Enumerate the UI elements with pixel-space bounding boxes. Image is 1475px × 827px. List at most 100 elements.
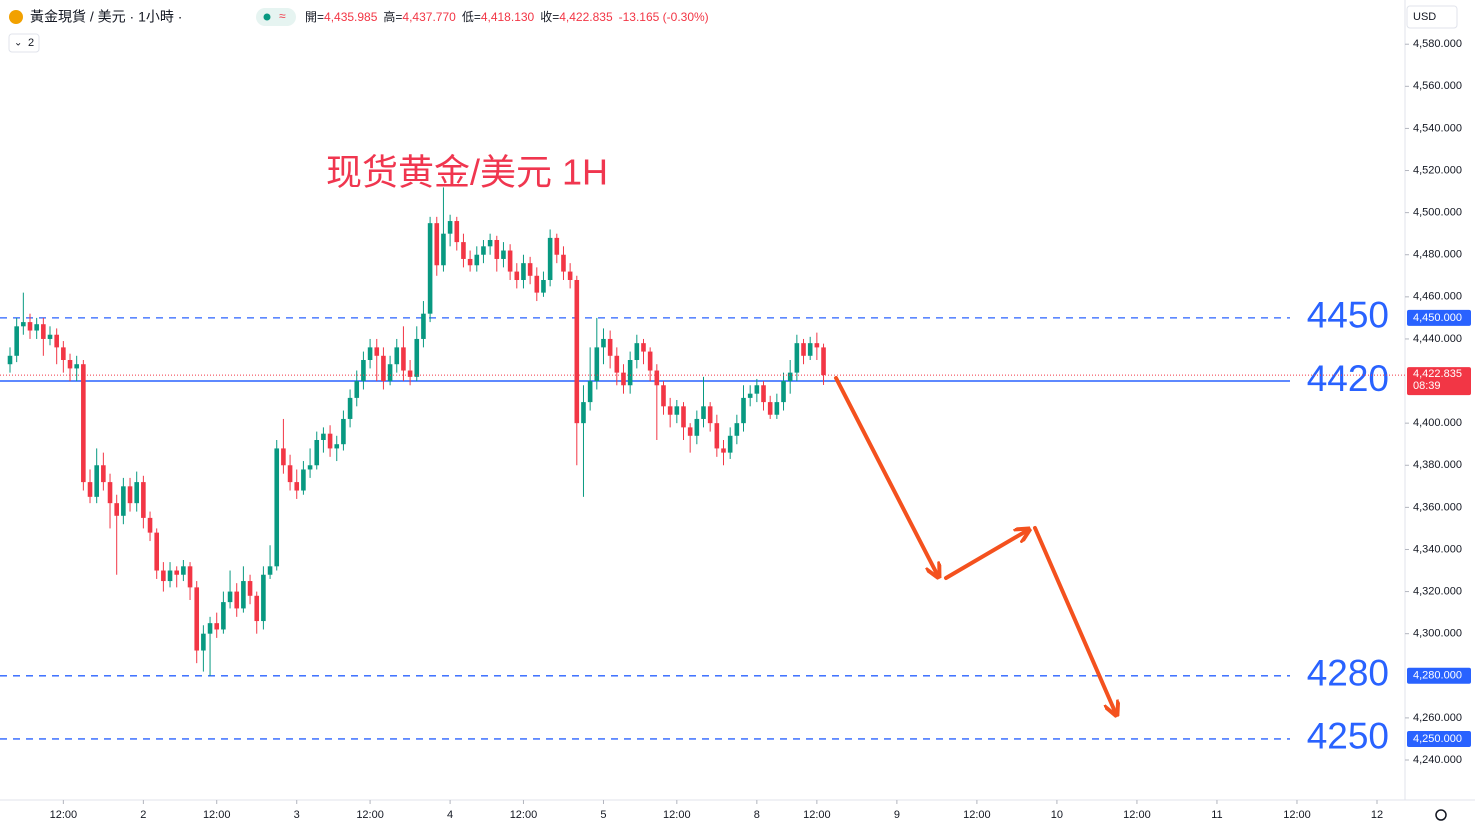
candle-body — [381, 355, 386, 382]
x-tick-label: 9 — [894, 809, 900, 821]
level-label: 4250 — [1307, 716, 1389, 757]
candle-body — [181, 566, 186, 575]
x-tick-label: 12:00 — [1283, 809, 1311, 821]
candle-body — [227, 591, 233, 603]
level-badge — [1407, 309, 1471, 326]
y-tick-label: 4,380.000 — [1413, 459, 1462, 471]
candle-body — [461, 242, 466, 259]
x-tick-label: 12:00 — [963, 809, 991, 821]
candle-body — [161, 570, 166, 582]
candle-body — [487, 240, 493, 247]
candle-body — [141, 482, 146, 518]
candle-body — [821, 347, 826, 376]
y-tick-label: 4,340.000 — [1413, 543, 1462, 555]
change: -13.165 (-0.30%) — [619, 10, 709, 24]
candle-body — [541, 280, 546, 293]
y-tick-label: 4,520.000 — [1413, 164, 1462, 176]
candle-body — [561, 254, 566, 272]
candle-body — [21, 322, 26, 327]
arrow — [1033, 526, 1116, 714]
y-tick-label: 4,400.000 — [1413, 417, 1462, 429]
candle-body — [654, 370, 660, 386]
candle-body — [447, 221, 453, 234]
arrow — [834, 376, 938, 576]
candle-body — [67, 360, 73, 369]
candle-body — [214, 623, 220, 630]
candle-body — [534, 275, 540, 293]
x-tick-label: 12:00 — [50, 809, 78, 821]
candle-body — [427, 223, 433, 314]
candle-body — [294, 482, 300, 491]
ohlc-value: 4,435.985 — [324, 10, 378, 24]
x-tick-label: 8 — [754, 809, 760, 821]
level-badge-label: 4,250.000 — [1413, 733, 1462, 745]
candle-body — [241, 581, 246, 609]
candle-body — [441, 233, 446, 266]
candle-body — [707, 406, 713, 424]
candle-body — [601, 338, 606, 348]
candle-body — [154, 532, 160, 571]
candle-body — [647, 351, 653, 371]
candle-body — [607, 338, 613, 356]
candle-body — [467, 258, 473, 266]
layers-button[interactable] — [8, 33, 40, 53]
last-price-label: 4,422.835 — [1413, 368, 1462, 380]
ohlc-value: 4,437.770 — [402, 10, 456, 24]
arrows — [834, 376, 1116, 714]
candle-body — [581, 402, 586, 424]
y-tick-label: 4,300.000 — [1413, 628, 1462, 640]
x-tick-label: 10 — [1051, 809, 1063, 821]
y-tick-label: 4,360.000 — [1413, 501, 1462, 513]
y-tick-label: 4,260.000 — [1413, 712, 1462, 724]
ohlc-label: 開= — [305, 10, 324, 24]
candle-body — [307, 465, 313, 470]
candle-body — [121, 486, 126, 516]
candle-body — [81, 364, 86, 483]
candle-body — [74, 364, 79, 369]
candle-body — [234, 591, 240, 609]
status-dot — [263, 13, 271, 21]
x-tick-label: 12:00 — [663, 809, 691, 821]
last-price-badge — [1407, 367, 1471, 396]
level-label: 4450 — [1307, 295, 1389, 336]
candle-body — [754, 385, 760, 394]
candle-body — [61, 347, 66, 360]
candle-body — [741, 397, 746, 424]
candle-body — [87, 482, 93, 497]
candle-body — [147, 517, 153, 533]
candle-body — [54, 334, 59, 348]
y-tick-label: 4,440.000 — [1413, 333, 1462, 345]
candle-body — [454, 221, 460, 243]
y-tick-label: 4,500.000 — [1413, 207, 1462, 219]
status-pill[interactable] — [256, 8, 296, 26]
candle-body — [47, 334, 53, 339]
candle-body — [261, 574, 266, 622]
candle-body — [787, 372, 793, 382]
candle-body — [361, 360, 366, 382]
candle-body — [101, 465, 106, 483]
candle-body — [701, 406, 706, 419]
x-tick-label: 12:00 — [510, 809, 538, 821]
candle-body — [301, 469, 306, 491]
y-tick-label: 4,460.000 — [1413, 291, 1462, 303]
candle-body — [407, 370, 413, 377]
candle-body — [354, 381, 360, 398]
candle-body — [127, 486, 133, 504]
candle-body — [507, 250, 513, 272]
currency-button[interactable] — [1406, 5, 1458, 29]
status-icon: ≈ — [279, 9, 286, 23]
candle-body — [594, 347, 600, 382]
plot: 4,240.000 4,260.000 4,300.000 4,320.000 4,34… — [0, 38, 1471, 821]
candle-body — [281, 448, 286, 466]
candle-body — [621, 372, 626, 386]
y-tick-label: 4,560.000 — [1413, 80, 1462, 92]
x-tick-label: 12:00 — [1123, 809, 1151, 821]
settings-icon[interactable] — [1435, 809, 1447, 821]
y-tick-label: 4,480.000 — [1413, 249, 1462, 261]
candle-body — [134, 482, 139, 504]
layers-count: 2 — [28, 37, 34, 49]
candle-body — [814, 343, 820, 348]
